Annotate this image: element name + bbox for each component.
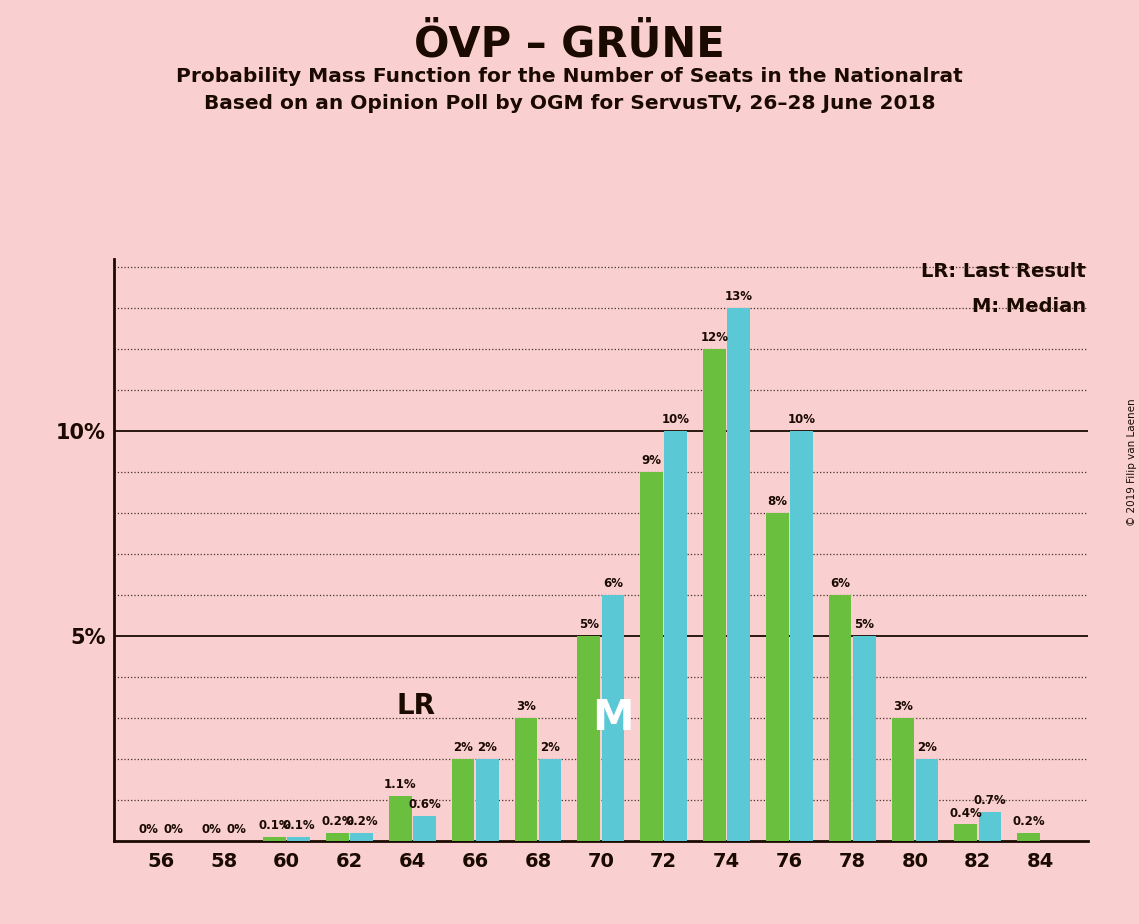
Bar	[326, 833, 349, 841]
Text: 2%: 2%	[453, 741, 473, 754]
Bar	[388, 796, 411, 841]
Bar	[765, 513, 788, 841]
Bar	[601, 595, 624, 841]
Text: 0.7%: 0.7%	[974, 795, 1006, 808]
Bar	[351, 833, 372, 841]
Bar	[1017, 833, 1040, 841]
Text: 0.2%: 0.2%	[345, 815, 378, 828]
Text: 3%: 3%	[516, 700, 535, 713]
Text: 3%: 3%	[893, 700, 912, 713]
Bar	[829, 595, 851, 841]
Text: 2%: 2%	[540, 741, 560, 754]
Text: 5%: 5%	[854, 618, 875, 631]
Text: 0%: 0%	[226, 823, 246, 836]
Bar	[892, 718, 915, 841]
Text: 0.1%: 0.1%	[259, 819, 290, 832]
Bar	[853, 636, 876, 841]
Bar	[640, 472, 663, 841]
Bar	[916, 759, 939, 841]
Text: Probability Mass Function for the Number of Seats in the Nationalrat: Probability Mass Function for the Number…	[177, 67, 962, 86]
Text: 0.1%: 0.1%	[282, 819, 316, 832]
Text: 0.4%: 0.4%	[949, 807, 982, 820]
Text: Based on an Opinion Poll by OGM for ServusTV, 26–28 June 2018: Based on an Opinion Poll by OGM for Serv…	[204, 94, 935, 114]
Text: LR: Last Result: LR: Last Result	[921, 261, 1085, 281]
Text: 1.1%: 1.1%	[384, 778, 417, 791]
Bar	[978, 812, 1001, 841]
Bar	[703, 349, 726, 841]
Text: © 2019 Filip van Laenen: © 2019 Filip van Laenen	[1126, 398, 1137, 526]
Text: 10%: 10%	[662, 413, 690, 426]
Bar	[728, 308, 749, 841]
Bar	[287, 837, 310, 841]
Text: 6%: 6%	[830, 577, 850, 590]
Text: 0%: 0%	[202, 823, 222, 836]
Bar	[263, 837, 286, 841]
Text: 0.2%: 0.2%	[321, 815, 354, 828]
Bar	[515, 718, 538, 841]
Text: 5%: 5%	[579, 618, 599, 631]
Bar	[476, 759, 499, 841]
Text: 0%: 0%	[163, 823, 183, 836]
Bar	[790, 431, 813, 841]
Text: M: M	[592, 697, 633, 739]
Bar	[664, 431, 687, 841]
Text: 0%: 0%	[139, 823, 158, 836]
Text: 12%: 12%	[700, 331, 728, 344]
Bar	[452, 759, 474, 841]
Text: 9%: 9%	[641, 454, 662, 467]
Bar	[413, 816, 436, 841]
Bar	[954, 824, 977, 841]
Text: M: Median: M: Median	[972, 297, 1085, 316]
Text: 0.2%: 0.2%	[1013, 815, 1044, 828]
Text: 2%: 2%	[917, 741, 937, 754]
Text: LR: LR	[396, 691, 435, 720]
Text: 10%: 10%	[787, 413, 816, 426]
Bar	[577, 636, 600, 841]
Text: ÖVP – GRÜNE: ÖVP – GRÜNE	[415, 23, 724, 65]
Text: 8%: 8%	[768, 495, 787, 508]
Text: 6%: 6%	[603, 577, 623, 590]
Text: 2%: 2%	[477, 741, 498, 754]
Bar	[539, 759, 562, 841]
Text: 0.6%: 0.6%	[408, 798, 441, 811]
Text: 13%: 13%	[724, 290, 753, 303]
